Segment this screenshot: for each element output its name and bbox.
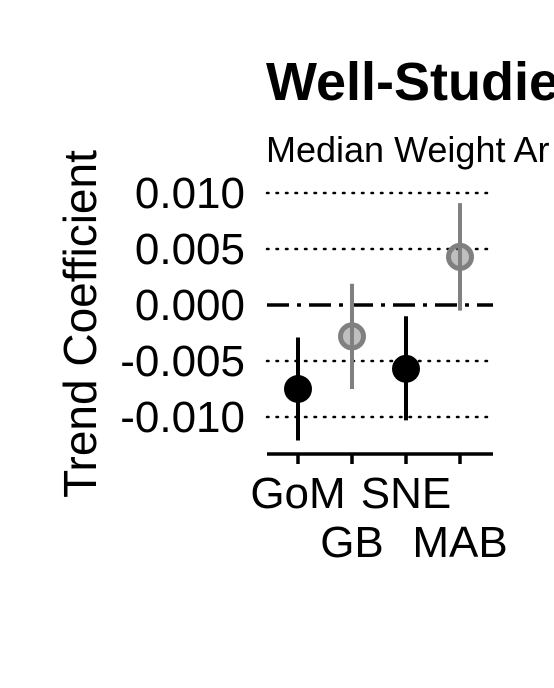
y-tick-label: -0.010 <box>120 393 245 442</box>
gridlines <box>265 191 495 419</box>
x-axis <box>267 452 493 464</box>
data-point <box>446 242 474 271</box>
y-axis-label: Trend Coefficient <box>54 150 106 498</box>
x-tick-label: GB <box>320 518 384 567</box>
y-tick-label: -0.005 <box>120 337 245 386</box>
y-tick-label: 0.010 <box>135 169 245 218</box>
y-tick-label: 0.000 <box>135 281 245 330</box>
x-tick-label: GoM <box>250 469 345 518</box>
data-point <box>284 375 312 403</box>
data-point <box>338 322 366 351</box>
data-point <box>392 354 420 383</box>
y-tick-label: 0.005 <box>135 225 245 274</box>
data-marks <box>284 203 474 441</box>
chart-subtitle: Median Weight Ar <box>266 129 549 170</box>
x-tick-label: SNE <box>361 469 451 518</box>
y-tick-labels: 0.010 0.005 0.000 -0.005 -0.010 <box>120 169 245 442</box>
x-tick-label: MAB <box>412 518 507 567</box>
chart-title: Well-Studie <box>266 52 554 112</box>
